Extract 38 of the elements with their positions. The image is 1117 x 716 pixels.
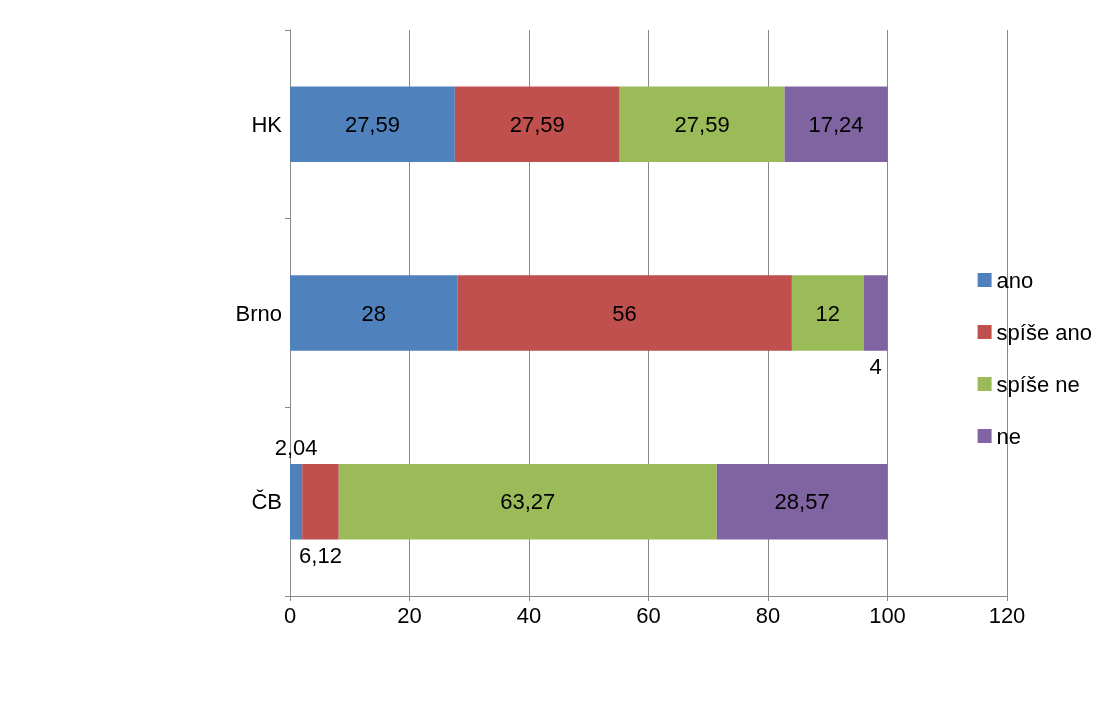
data-label: 12 xyxy=(815,300,840,326)
x-tick-label: 60 xyxy=(636,602,661,628)
bar xyxy=(302,463,339,540)
data-label: 56 xyxy=(612,300,637,326)
data-label: 27,59 xyxy=(674,111,730,137)
x-tick-label: 100 xyxy=(869,602,906,628)
y-tick-label: ČB xyxy=(251,489,282,515)
x-tick-label: 120 xyxy=(988,602,1026,628)
x-tick-label: 20 xyxy=(397,602,422,628)
y-tick-label: Brno xyxy=(235,300,282,326)
legend-label: spíše ano xyxy=(996,319,1092,345)
data-label: 63,27 xyxy=(500,489,556,515)
x-tick-label: 80 xyxy=(755,602,781,628)
bar xyxy=(716,463,888,540)
data-label: 28,57 xyxy=(774,489,830,515)
bar xyxy=(784,86,888,163)
y-tick-label: HK xyxy=(251,111,283,137)
data-label: 27,59 xyxy=(509,111,565,137)
legend-label: ne xyxy=(996,423,1022,449)
data-label: 27,59 xyxy=(344,111,400,137)
data-label: 28 xyxy=(361,300,386,326)
legend-label: spíše ne xyxy=(996,371,1080,397)
bar xyxy=(290,463,303,540)
x-tick-label: 40 xyxy=(516,602,542,628)
bar xyxy=(457,275,792,351)
bar xyxy=(290,275,458,351)
x-tick-label: 0 xyxy=(283,602,297,628)
bar xyxy=(338,463,717,540)
bar xyxy=(454,86,620,163)
data-label: 6,12 xyxy=(299,542,342,568)
bar xyxy=(863,275,888,351)
data-label: 2,04 xyxy=(274,435,318,461)
bar xyxy=(619,86,785,163)
data-label: 4 xyxy=(869,354,882,380)
bar xyxy=(290,86,455,163)
bar xyxy=(791,275,864,351)
data-label: 17,24 xyxy=(808,111,864,137)
legend-label: ano xyxy=(996,267,1034,293)
